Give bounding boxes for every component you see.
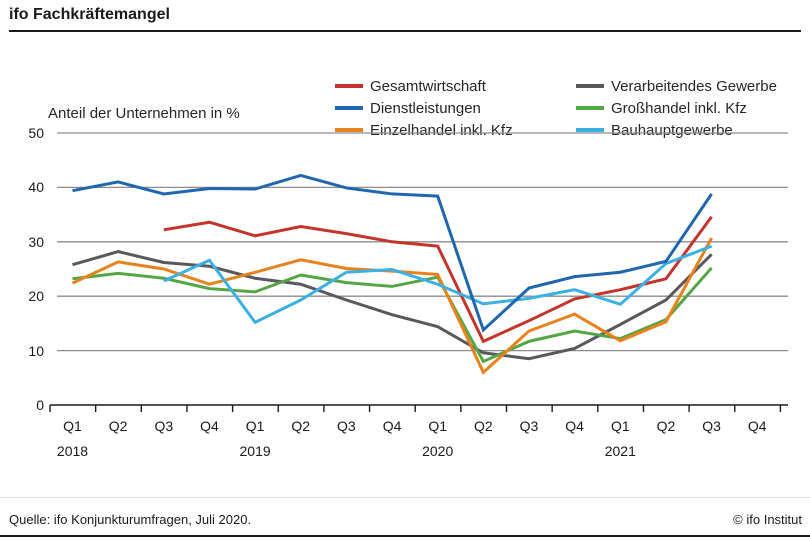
legend-label-gesamtwirtschaft: Gesamtwirtschaft bbox=[370, 77, 486, 95]
y-axis-label: 50 bbox=[28, 125, 44, 141]
y-axis-label: 10 bbox=[28, 342, 44, 359]
legend-label-bauhauptgewerbe: Bauhauptgewerbe bbox=[611, 121, 733, 139]
y-axis-label: 20 bbox=[28, 288, 44, 305]
legend-swatch-verarbeitendes-gewerbe bbox=[576, 84, 604, 88]
x-axis-label: Q2 bbox=[108, 418, 128, 434]
legend-column-1: Gesamtwirtschaft Dienstleistungen Einzelha… bbox=[335, 75, 513, 141]
legend-label-dienstleistungen: Dienstleistungen bbox=[370, 99, 481, 117]
page-title: ifo Fachkräftemangel bbox=[9, 6, 170, 23]
legend-item-verarbeitendes-gewerbe: Verarbeitendes Gewerbe bbox=[576, 75, 777, 97]
footer-divider bbox=[0, 497, 810, 498]
legend-column-2: Verarbeitendes Gewerbe Großhandel inkl. K… bbox=[576, 75, 777, 141]
x-axis-label: Q2 bbox=[291, 418, 311, 434]
series-line-einzelhandel-inkl-kfz bbox=[71, 237, 713, 375]
x-axis-label: Q4 bbox=[565, 418, 584, 434]
series-line-bauhauptgewerbe bbox=[163, 244, 713, 325]
source-note: Quelle: ifo Konjunkturumfragen, Juli 202… bbox=[9, 512, 252, 527]
copyright-note: © ifo Institut bbox=[733, 512, 802, 527]
x-axis-label: Q1 bbox=[245, 418, 265, 434]
x-axis-label: Q3 bbox=[519, 418, 539, 434]
series-line-verarbeitendes-gewerbe bbox=[72, 250, 713, 361]
series-line-gro-handel-inkl-kfz bbox=[72, 266, 713, 364]
y-axis-title: Anteil der Unternehmen in % bbox=[48, 105, 240, 122]
year-label: 2019 bbox=[239, 443, 271, 459]
legend-swatch-bauhauptgewerbe bbox=[576, 128, 604, 132]
legend-swatch-gro-handel-inkl-kfz bbox=[576, 106, 604, 110]
legend-item-bauhauptgewerbe: Bauhauptgewerbe bbox=[576, 119, 777, 141]
x-axis-label: Q1 bbox=[63, 418, 82, 434]
x-axis-label: Q3 bbox=[702, 418, 721, 434]
year-label: 2021 bbox=[604, 443, 636, 459]
title-divider bbox=[9, 30, 801, 32]
x-axis-label: Q4 bbox=[747, 418, 767, 434]
legend-label-einzelhandel-inkl-kfz: Einzelhandel inkl. Kfz bbox=[370, 121, 513, 139]
y-axis-label: 30 bbox=[28, 233, 44, 250]
x-axis-label: Q3 bbox=[154, 418, 174, 434]
legend-item-einzelhandel-inkl-kfz: Einzelhandel inkl. Kfz bbox=[335, 119, 513, 141]
x-axis-label: Q2 bbox=[656, 418, 676, 434]
series-line-dienstleistungen bbox=[72, 173, 713, 333]
x-axis-label: Q1 bbox=[428, 418, 448, 434]
legend-item-gro-handel-inkl-kfz: Großhandel inkl. Kfz bbox=[576, 97, 777, 119]
x-axis-label: Q3 bbox=[337, 418, 356, 434]
legend-swatch-dienstleistungen bbox=[335, 106, 363, 110]
legend-item-gesamtwirtschaft: Gesamtwirtschaft bbox=[335, 75, 513, 97]
x-axis-label: Q1 bbox=[610, 418, 630, 434]
legend-swatch-gesamtwirtschaft bbox=[335, 84, 363, 88]
bottom-border bbox=[0, 535, 810, 537]
legend-label-gro-handel-inkl-kfz: Großhandel inkl. Kfz bbox=[611, 99, 747, 117]
legend-item-dienstleistungen: Dienstleistungen bbox=[335, 97, 513, 119]
x-axis-label: Q2 bbox=[474, 418, 493, 434]
y-axis-label: 40 bbox=[28, 179, 44, 196]
x-axis-label: Q4 bbox=[200, 418, 219, 434]
y-axis-label: 0 bbox=[36, 397, 44, 413]
legend-swatch-einzelhandel-inkl-kfz bbox=[335, 128, 363, 132]
x-axis-label: Q4 bbox=[382, 418, 402, 434]
year-label: 2020 bbox=[422, 443, 454, 459]
series-line-gesamtwirtschaft bbox=[163, 215, 713, 344]
legend-label-verarbeitendes-gewerbe: Verarbeitendes Gewerbe bbox=[611, 77, 777, 95]
year-label: 2018 bbox=[56, 443, 89, 459]
